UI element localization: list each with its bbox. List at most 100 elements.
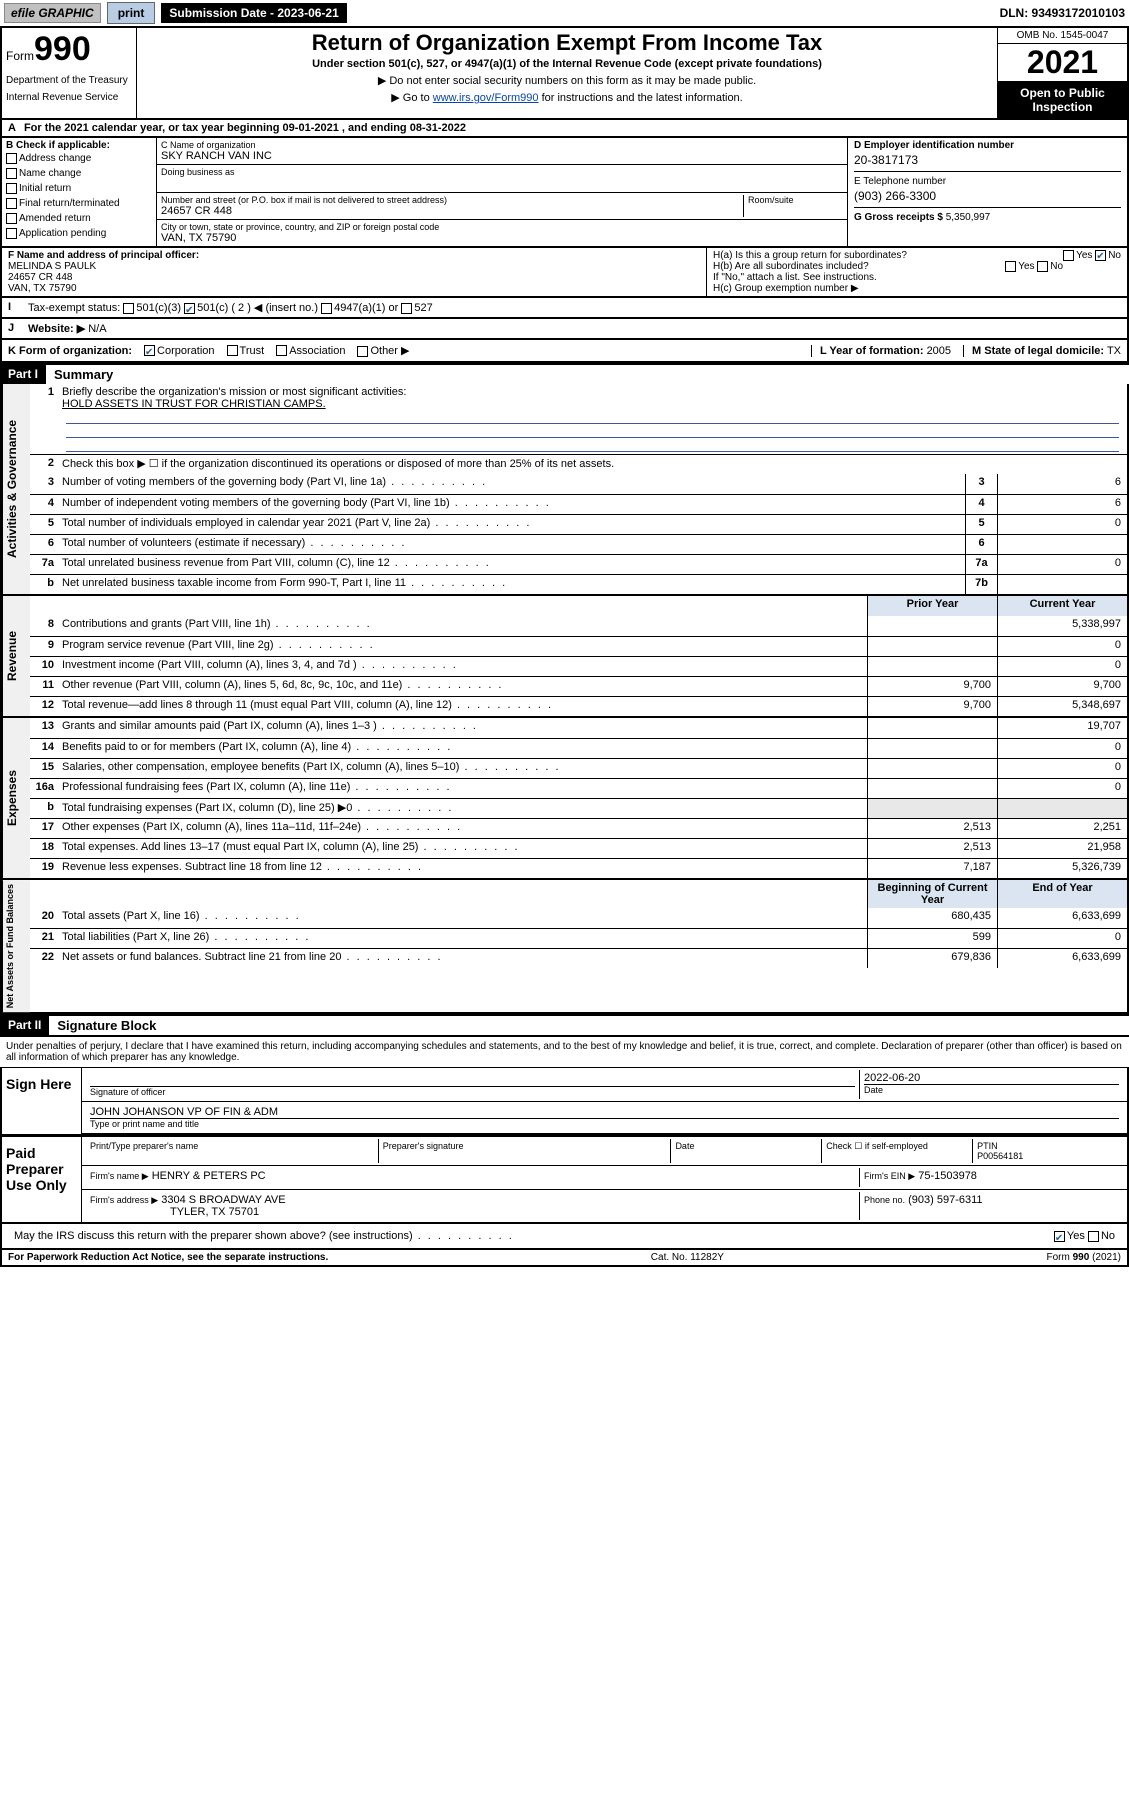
hb-label: H(b) Are all subordinates included?	[713, 261, 869, 272]
cb-name-change[interactable]: Name change	[6, 166, 152, 181]
form-org-label: K Form of organization:	[8, 345, 132, 357]
vtab-expenses: Expenses	[2, 718, 30, 878]
year-formation: 2005	[927, 345, 951, 357]
table-row: 15Salaries, other compensation, employee…	[30, 758, 1127, 778]
tax-year: 2021	[998, 44, 1127, 82]
cb-4947[interactable]	[321, 303, 332, 314]
firm-ein: 75-1503978	[918, 1170, 977, 1182]
dept-treasury: Department of the Treasury	[6, 75, 132, 86]
street-value: 24657 CR 448	[161, 205, 743, 217]
goto-post: for instructions and the latest informat…	[539, 92, 743, 104]
sig-date-label: Date	[864, 1084, 1119, 1095]
discuss-row: May the IRS discuss this return with the…	[0, 1224, 1129, 1250]
cb-other[interactable]	[357, 346, 368, 357]
row-i: I Tax-exempt status: 501(c)(3) 501(c) ( …	[0, 298, 1129, 319]
firm-phone-label: Phone no.	[864, 1195, 905, 1205]
print-button[interactable]: print	[107, 2, 156, 24]
col-f: F Name and address of principal officer:…	[2, 248, 707, 296]
ha-no[interactable]: No	[1108, 250, 1121, 261]
hdr-end: End of Year	[997, 880, 1127, 908]
table-row: 9Program service revenue (Part VIII, lin…	[30, 636, 1127, 656]
website-value: N/A	[88, 323, 106, 335]
cb-initial-return[interactable]: Initial return	[6, 181, 152, 196]
top-bar: efile GRAPHIC print Submission Date - 20…	[0, 0, 1129, 28]
year-formation-label: L Year of formation:	[820, 345, 924, 357]
sign-here-label: Sign Here	[2, 1068, 82, 1134]
paid-preparer-label: Paid Preparer Use Only	[2, 1137, 82, 1222]
cb-app-pending[interactable]: Application pending	[6, 226, 152, 241]
cb-final-return[interactable]: Final return/terminated	[6, 196, 152, 211]
year-box: OMB No. 1545-0047 2021 Open to Public In…	[997, 28, 1127, 118]
officer-city: VAN, TX 75790	[8, 283, 700, 294]
opt-trust: Trust	[240, 345, 265, 357]
officer-name: MELINDA S PAULK	[8, 261, 700, 272]
cb-amended[interactable]: Amended return	[6, 211, 152, 226]
discuss-yes-cb[interactable]	[1054, 1231, 1065, 1242]
form990-link[interactable]: www.irs.gov/Form990	[433, 92, 539, 104]
prep-date-label: Date	[671, 1139, 822, 1163]
ptin-value: P00564181	[977, 1151, 1023, 1161]
part2-badge: Part II	[0, 1016, 49, 1035]
cb-address-change[interactable]: Address change	[6, 151, 152, 166]
form-header: Form990 Department of the Treasury Inter…	[0, 28, 1129, 120]
opt-501c: 501(c) ( 2 ) ◀ (insert no.)	[197, 302, 318, 314]
sig-date: 2022-06-20	[864, 1072, 1119, 1084]
vtab-activities: Activities & Governance	[2, 384, 30, 594]
goto-pre: ▶ Go to	[391, 92, 432, 104]
org-name-label: C Name of organization	[161, 140, 843, 150]
footer-left: For Paperwork Reduction Act Notice, see …	[8, 1252, 328, 1263]
paid-preparer-block: Paid Preparer Use Only Print/Type prepar…	[0, 1136, 1129, 1224]
table-row: 21Total liabilities (Part X, line 26)599…	[30, 928, 1127, 948]
open-public: Open to Public Inspection	[998, 82, 1127, 118]
section-revenue: Revenue Prior Year Current Year 8Contrib…	[0, 596, 1129, 718]
irs-label: Internal Revenue Service	[6, 92, 132, 103]
ha-yes[interactable]: Yes	[1076, 250, 1092, 261]
footer-mid: Cat. No. 11282Y	[651, 1252, 724, 1263]
cb-trust[interactable]	[227, 345, 238, 356]
row-a-text: For the 2021 calendar year, or tax year …	[24, 122, 466, 134]
form-number-box: Form990 Department of the Treasury Inter…	[2, 28, 137, 118]
col-de: D Employer identification number 20-3817…	[847, 138, 1127, 246]
col-h: H(a) Is this a group return for subordin…	[707, 248, 1127, 296]
omb-number: OMB No. 1545-0047	[998, 28, 1127, 44]
officer-street: 24657 CR 448	[8, 272, 700, 283]
discuss-no-cb[interactable]	[1088, 1231, 1099, 1242]
hc-label: H(c) Group exemption number ▶	[713, 283, 1121, 294]
cb-527[interactable]	[401, 303, 412, 314]
part1-title: Summary	[46, 365, 121, 384]
ptin-label: PTIN	[977, 1141, 998, 1151]
vtab-revenue: Revenue	[2, 596, 30, 716]
cb-assoc[interactable]	[276, 345, 287, 356]
firm-addr2: TYLER, TX 75701	[170, 1206, 259, 1218]
efile-button[interactable]: efile GRAPHIC	[4, 3, 101, 23]
row-klm: K Form of organization: Corporation Trus…	[0, 340, 1129, 363]
prep-name-label: Print/Type preparer's name	[86, 1139, 379, 1163]
cb-corp[interactable]	[144, 345, 155, 356]
ein-value: 20-3817173	[854, 153, 1121, 167]
tax-status-label: Tax-exempt status:	[28, 302, 120, 314]
section-activities: Activities & Governance 1 Briefly descri…	[0, 384, 1129, 596]
officer-typed-label: Type or print name and title	[90, 1118, 1119, 1129]
street-label: Number and street (or P.O. box if mail i…	[161, 195, 743, 205]
table-row: 10Investment income (Part VIII, column (…	[30, 656, 1127, 676]
cb-501c3[interactable]	[123, 303, 134, 314]
table-row: 5Total number of individuals employed in…	[30, 514, 1127, 534]
footer-right: Form 990 (2021)	[1047, 1252, 1121, 1263]
discuss-label: May the IRS discuss this return with the…	[14, 1230, 413, 1242]
firm-ein-label: Firm's EIN ▶	[864, 1171, 915, 1181]
table-row: 17Other expenses (Part IX, column (A), l…	[30, 818, 1127, 838]
city-label: City or town, state or province, country…	[161, 222, 843, 232]
opt-501c3: 501(c)(3)	[136, 302, 181, 314]
org-name: SKY RANCH VAN INC	[161, 150, 843, 162]
cb-501c[interactable]	[184, 303, 195, 314]
phone-value: (903) 266-3300	[854, 189, 1121, 203]
table-row: 18Total expenses. Add lines 13–17 (must …	[30, 838, 1127, 858]
firm-name: HENRY & PETERS PC	[152, 1170, 266, 1182]
gross-label: G Gross receipts $	[854, 212, 943, 223]
table-row: bNet unrelated business taxable income f…	[30, 574, 1127, 594]
opt-527: 527	[414, 302, 432, 314]
table-row: 8Contributions and grants (Part VIII, li…	[30, 616, 1127, 636]
room-label: Room/suite	[748, 195, 843, 205]
row-j: J Website: ▶ N/A	[0, 319, 1129, 340]
table-row: 4Number of independent voting members of…	[30, 494, 1127, 514]
